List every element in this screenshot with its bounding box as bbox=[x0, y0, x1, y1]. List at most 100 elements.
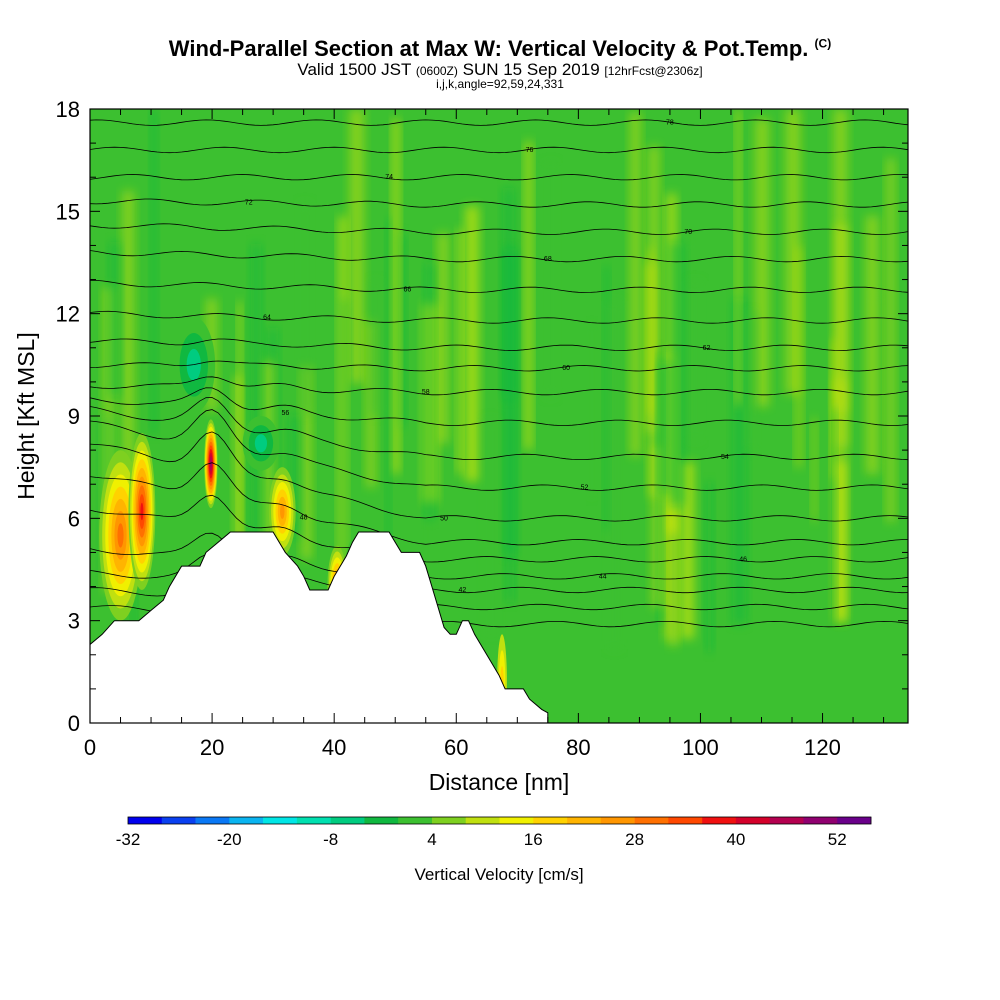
updraft-cell bbox=[140, 502, 144, 521]
texture-streak bbox=[647, 247, 655, 415]
chart-indices: i,j,k,angle=92,59,24,331 bbox=[436, 77, 564, 91]
texture-streak bbox=[865, 215, 879, 475]
isentrope-line bbox=[90, 119, 908, 126]
isentrope-label: 58 bbox=[422, 389, 430, 396]
colorbar-tick-label: 28 bbox=[625, 830, 644, 849]
updraft-cell bbox=[280, 504, 285, 519]
texture-streak bbox=[370, 281, 382, 416]
y-tick-label: 12 bbox=[56, 302, 80, 327]
isentrope-line bbox=[90, 397, 908, 461]
colorbar-tick-label: 52 bbox=[828, 830, 847, 849]
isentrope-label: 66 bbox=[404, 286, 412, 293]
texture-streak bbox=[795, 246, 803, 468]
colorbar-swatch bbox=[128, 817, 163, 824]
y-tick-label: 9 bbox=[68, 404, 80, 429]
colorbar-swatch bbox=[567, 817, 602, 824]
texture-streak bbox=[339, 299, 349, 600]
texture-streak bbox=[836, 461, 846, 622]
texture-streak bbox=[289, 414, 301, 538]
colorbar-swatch bbox=[837, 817, 872, 824]
x-tick-label: 40 bbox=[322, 735, 346, 760]
isentrope-label: 54 bbox=[721, 454, 729, 461]
y-tick-label: 18 bbox=[56, 97, 80, 122]
texture-streak bbox=[456, 229, 463, 474]
colorbar-tick-label: -32 bbox=[116, 830, 141, 849]
texture-streak bbox=[835, 224, 848, 447]
isentrope-line bbox=[90, 310, 908, 324]
colorbar-swatch bbox=[600, 817, 635, 824]
colorbar-swatch bbox=[668, 817, 703, 824]
x-tick-label: 20 bbox=[200, 735, 224, 760]
x-tick-label: 100 bbox=[682, 735, 719, 760]
colorbar-swatch bbox=[634, 817, 669, 824]
colorbar-tick-label: 40 bbox=[726, 830, 745, 849]
colorbar-swatch bbox=[330, 817, 365, 824]
x-tick-label: 80 bbox=[566, 735, 590, 760]
texture-streak bbox=[659, 362, 672, 492]
texture-streak bbox=[437, 232, 449, 444]
colorbar-tick-label: -8 bbox=[323, 830, 338, 849]
updraft-cell bbox=[117, 523, 124, 548]
isentrope-line bbox=[90, 146, 908, 154]
colorbar-swatch bbox=[296, 817, 331, 824]
isentrope-label: 50 bbox=[440, 515, 448, 522]
texture-streak bbox=[746, 312, 757, 450]
isentrope-line bbox=[90, 376, 908, 396]
texture-streak bbox=[425, 262, 435, 520]
terrain bbox=[89, 531, 549, 724]
texture-streak bbox=[483, 419, 499, 635]
texture-streak bbox=[349, 109, 365, 384]
downdraft-cell bbox=[254, 434, 268, 453]
chart-subtitle: Valid 1500 JST (0600Z) SUN 15 Sep 2019 [… bbox=[297, 60, 703, 79]
y-axis: 0 3 6 9 12 15 18 bbox=[56, 97, 908, 736]
isentrope-line bbox=[90, 360, 908, 372]
colorbar-swatch bbox=[364, 817, 399, 824]
texture-streak bbox=[588, 325, 596, 497]
colorbar-tick-label: -20 bbox=[217, 830, 242, 849]
isentrope-line bbox=[90, 494, 908, 563]
isentrope-label: 56 bbox=[281, 410, 289, 417]
y-tick-label: 6 bbox=[68, 506, 80, 531]
colorbar-swatch bbox=[465, 817, 500, 824]
colorbar-swatch bbox=[161, 817, 196, 824]
texture-streak bbox=[150, 109, 157, 435]
isentrope-label: 62 bbox=[703, 345, 711, 352]
isentrope-label: 72 bbox=[245, 200, 253, 207]
y-tick-label: 3 bbox=[68, 609, 80, 634]
x-tick-label: 60 bbox=[444, 735, 468, 760]
texture-streak bbox=[301, 366, 312, 560]
isentrope-line bbox=[90, 223, 908, 235]
texture-streak bbox=[465, 206, 479, 482]
isentrope-line bbox=[90, 431, 908, 522]
colorbar-swatch bbox=[263, 817, 298, 824]
isentrope-label: 64 bbox=[263, 314, 271, 321]
colorbar-swatch bbox=[533, 817, 568, 824]
texture-streak bbox=[544, 162, 557, 397]
isentrope-label: 76 bbox=[526, 147, 534, 154]
texture-streak bbox=[630, 112, 641, 456]
chart-title: Wind-Parallel Section at Max W: Vertical… bbox=[168, 36, 832, 61]
isentrope-label: 70 bbox=[684, 229, 692, 236]
texture-streak bbox=[687, 281, 703, 441]
colorbar-frame bbox=[127, 816, 872, 825]
isentrope-line bbox=[90, 279, 908, 293]
isentrope-line bbox=[90, 387, 908, 426]
colorbar-swatch bbox=[735, 817, 770, 824]
isentrope-label: 42 bbox=[458, 587, 466, 594]
y-axis-label: Height [Kft MSL] bbox=[13, 332, 39, 499]
texture-streak bbox=[299, 203, 311, 415]
colorbar-tick-label: 4 bbox=[427, 830, 436, 849]
texture-streak bbox=[109, 241, 121, 397]
isentrope-label: 60 bbox=[562, 365, 570, 372]
texture-streak bbox=[886, 158, 895, 522]
colorbar-tick-label: 16 bbox=[524, 830, 543, 849]
isentrope-label: 48 bbox=[300, 514, 308, 521]
updraft-cell bbox=[210, 460, 212, 468]
texture-streak bbox=[504, 248, 517, 556]
colorbar-swatch bbox=[431, 817, 467, 824]
isentrope-label: 68 bbox=[544, 256, 552, 263]
colorbar-swatch bbox=[803, 817, 838, 824]
isentrope-line bbox=[90, 338, 908, 351]
y-tick-label: 0 bbox=[68, 711, 80, 736]
